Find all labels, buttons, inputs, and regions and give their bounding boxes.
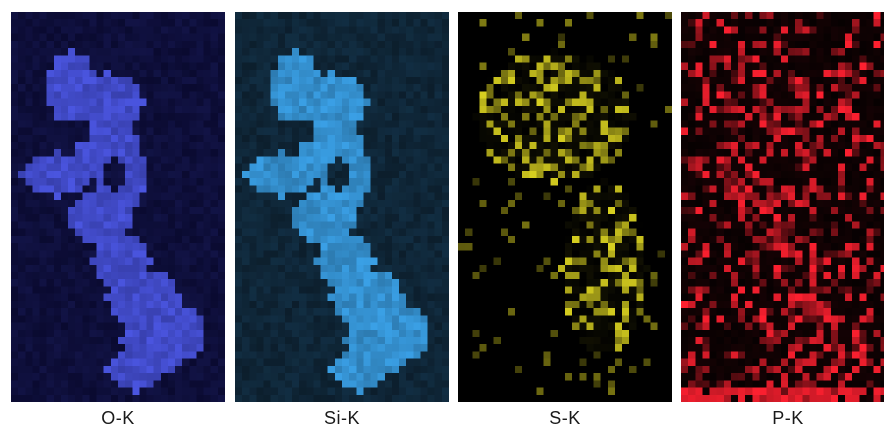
element-map-s: [458, 12, 672, 402]
map-panel-p: [681, 12, 884, 402]
element-map-si: [235, 12, 449, 402]
caption-o: O-K: [101, 408, 135, 428]
map-panel-o: [11, 12, 225, 402]
element-map-o: [11, 12, 225, 402]
element-map-p: [681, 12, 884, 402]
map-panel-si: [235, 12, 449, 402]
caption-si: Si-K: [323, 408, 360, 428]
map-panel-s: [458, 12, 672, 402]
caption-s: S-K: [549, 408, 581, 428]
caption-p: P-K: [772, 408, 804, 428]
